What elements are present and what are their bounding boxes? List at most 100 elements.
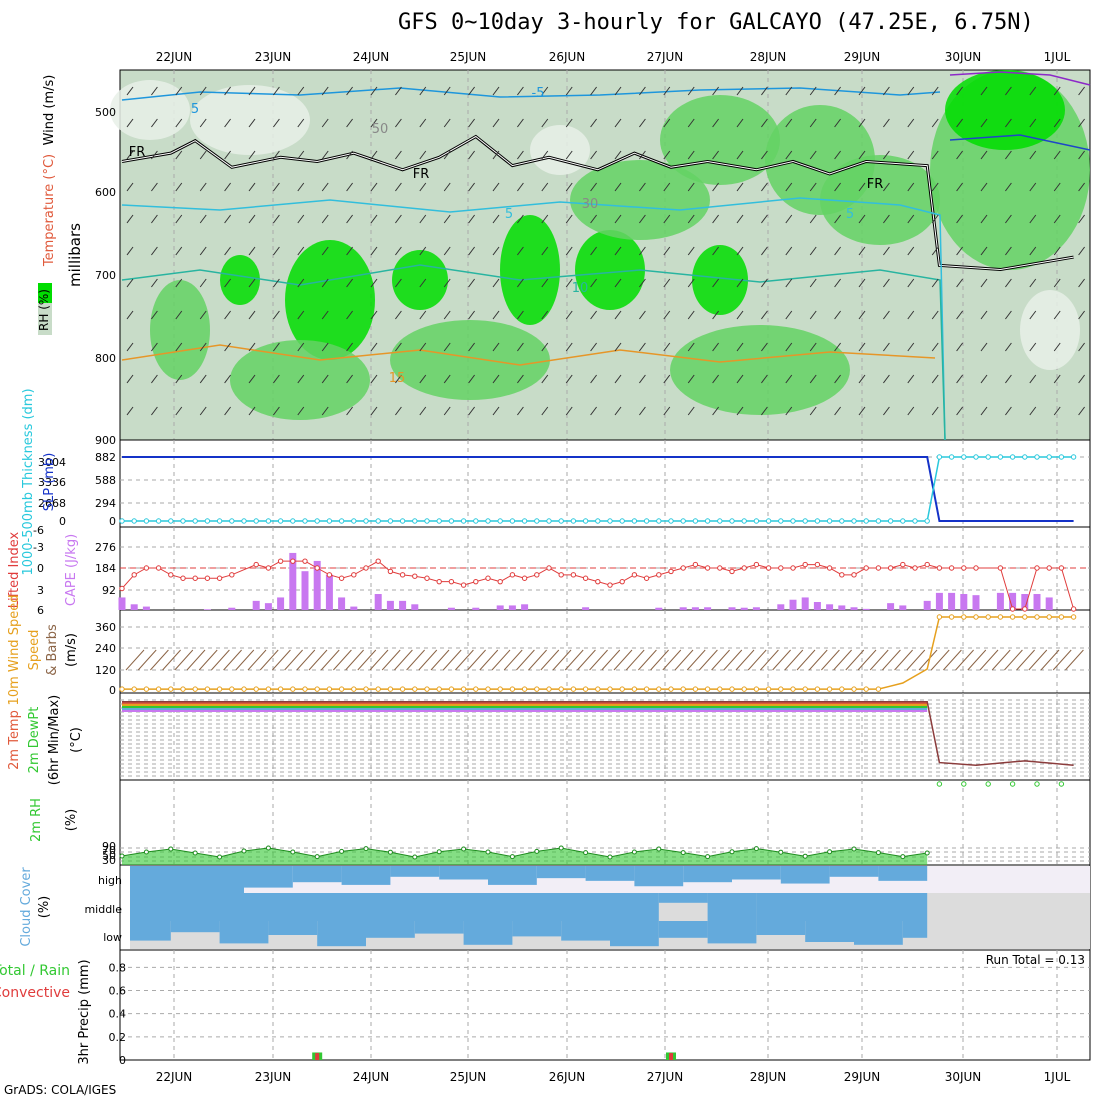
wind-barb-10m bbox=[723, 649, 743, 671]
wind-barb bbox=[419, 278, 427, 288]
lifted-index-point bbox=[643, 575, 650, 581]
cape-tick-label: 92 bbox=[102, 584, 116, 597]
wind-barb bbox=[150, 150, 158, 160]
temp2m-point bbox=[961, 781, 967, 787]
wind-speed-point bbox=[973, 614, 979, 620]
cape-bar bbox=[277, 597, 285, 610]
wind-speed-point bbox=[656, 686, 662, 692]
wind-barb bbox=[150, 374, 158, 384]
wind-barb bbox=[297, 278, 305, 288]
wind-speed-point bbox=[558, 686, 564, 692]
wind-speed-point bbox=[326, 686, 333, 692]
wind-barb bbox=[663, 182, 671, 192]
cape-bar bbox=[948, 592, 956, 610]
cloud-cover-bar bbox=[130, 921, 171, 941]
cloud-cover-bar bbox=[366, 921, 415, 938]
cloud-cover-bar bbox=[878, 866, 928, 881]
wind-barb bbox=[614, 150, 622, 160]
wind-barb bbox=[931, 214, 939, 224]
wind-barb bbox=[517, 182, 524, 192]
wind-barb bbox=[1005, 150, 1012, 160]
wind-barb-10m bbox=[552, 649, 572, 671]
cape-bar bbox=[338, 597, 346, 610]
wind-barb bbox=[272, 86, 280, 96]
wind-barb bbox=[297, 246, 305, 256]
wind-barb bbox=[761, 118, 768, 128]
cape-bar bbox=[264, 603, 272, 610]
rh-contour-region bbox=[285, 240, 375, 360]
wind-barb bbox=[858, 246, 866, 256]
cloud-cover-bar bbox=[585, 866, 635, 881]
temp-contour-blue bbox=[949, 134, 1091, 151]
cloud-cover-bar bbox=[341, 866, 391, 885]
lifted-index-point bbox=[875, 565, 882, 571]
rh-contour-region bbox=[500, 215, 560, 325]
wind-barb-10m bbox=[296, 649, 316, 671]
cape-bar bbox=[289, 552, 297, 610]
wind-barb-10m bbox=[357, 649, 377, 671]
cape-bar bbox=[826, 604, 834, 610]
wind-barb bbox=[956, 374, 963, 384]
wind-barb-10m bbox=[967, 649, 987, 671]
x-tick-label-top: 30JUN bbox=[945, 50, 982, 64]
wind-barb bbox=[834, 406, 841, 416]
wind-barb-10m bbox=[186, 649, 206, 671]
wind-barb-10m bbox=[308, 649, 328, 671]
wind-barb bbox=[394, 150, 402, 160]
wind-barb bbox=[394, 342, 402, 352]
wind-speed-point bbox=[1046, 614, 1052, 620]
wind-barb bbox=[443, 118, 451, 128]
wind-barb bbox=[761, 278, 768, 288]
wind-speed-point bbox=[778, 686, 784, 692]
temp2m-line bbox=[122, 700, 1074, 766]
wind-barb-10m bbox=[1065, 649, 1084, 671]
wind-barb bbox=[639, 246, 646, 256]
rh-contour-region bbox=[820, 155, 940, 245]
lifted-index-point bbox=[851, 572, 857, 578]
contour-label: 5 bbox=[846, 207, 854, 222]
wind-barb bbox=[712, 214, 719, 224]
wind-barb bbox=[663, 150, 671, 160]
wind-barb bbox=[224, 406, 232, 416]
wind-barb bbox=[1005, 310, 1012, 320]
wind-barb bbox=[956, 214, 963, 224]
cloud-cover-bar bbox=[130, 866, 244, 893]
rh-contour-region bbox=[390, 320, 550, 400]
wind-speed-point bbox=[192, 686, 198, 692]
wind-speed-point bbox=[729, 686, 735, 692]
wind-speed-point bbox=[863, 686, 869, 692]
thickness-point bbox=[448, 518, 455, 524]
wind-barb-10m bbox=[577, 649, 596, 671]
precip-legend-total: Total / Rain bbox=[0, 963, 70, 979]
wind-barb bbox=[1005, 86, 1012, 96]
wind-barb bbox=[809, 150, 817, 160]
wind-barb bbox=[590, 150, 597, 160]
thickness-tick-label: 3336 bbox=[38, 476, 66, 489]
thickness-point bbox=[973, 454, 979, 460]
wind-speed-point bbox=[241, 686, 247, 692]
cloud-cover-bar bbox=[707, 921, 757, 944]
wind-speed-point bbox=[290, 686, 296, 692]
wind-barb bbox=[1029, 374, 1037, 384]
wind-speed-point bbox=[680, 686, 686, 692]
wind-barb bbox=[834, 182, 841, 192]
lifted-index-point bbox=[887, 565, 894, 571]
wind-barb-10m bbox=[442, 649, 462, 671]
lifted-index-point bbox=[155, 565, 162, 571]
rh-contour-region bbox=[1020, 290, 1080, 370]
temp2m-point bbox=[1009, 781, 1016, 787]
wind-barb bbox=[1078, 182, 1085, 192]
wind-barb bbox=[321, 118, 329, 128]
cloud-tick-label: middle bbox=[84, 903, 122, 916]
wind-barb bbox=[297, 86, 305, 96]
wind-barb-10m bbox=[833, 649, 852, 671]
temp2m-axis-label: 2m Temp bbox=[7, 710, 22, 770]
cape-bar bbox=[862, 608, 870, 610]
precip-panel bbox=[119, 949, 1091, 1061]
cloud-cover-bar bbox=[244, 893, 366, 921]
wind-barb bbox=[1053, 278, 1061, 288]
wind-barb bbox=[321, 310, 329, 320]
wind-barb bbox=[687, 374, 695, 384]
wind-barb bbox=[809, 118, 817, 128]
contour-label: 5 bbox=[505, 207, 513, 222]
